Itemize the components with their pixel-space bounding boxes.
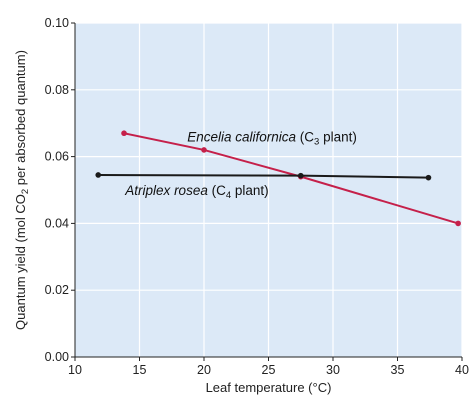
data-point-atriplex xyxy=(95,172,102,178)
x-tick-label: 10 xyxy=(68,363,82,377)
data-point-atriplex xyxy=(297,172,304,179)
series-label-atriplex: Atriplex rosea (C4 plant) xyxy=(124,183,268,201)
data-point-encelia xyxy=(121,130,127,137)
series-name-encelia: Encelia californica xyxy=(187,130,296,145)
y-tick-label: 0.08 xyxy=(45,83,69,97)
x-tick-label: 40 xyxy=(455,363,469,377)
series-lines xyxy=(95,130,461,227)
data-point-atriplex xyxy=(425,174,432,181)
x-tick-label: 30 xyxy=(326,363,340,377)
x-tick-label: 35 xyxy=(391,363,405,377)
y-tick-label: 0.02 xyxy=(45,283,69,297)
data-point-encelia xyxy=(201,147,207,153)
x-tick-label: 15 xyxy=(133,363,147,377)
y-tick-label: 0.06 xyxy=(45,150,69,164)
y-tick-label: 0.04 xyxy=(45,216,69,230)
grid-lines xyxy=(75,22,463,357)
tick-labels: 10 15 20 25 30 35 40 0.00 0.02 0.04 0.06 0.08 0.10 xyxy=(45,16,469,377)
x-axis-title: Leaf temperature (°C) xyxy=(206,380,332,395)
series-line-encelia xyxy=(123,132,459,225)
x-tick-label: 20 xyxy=(197,363,211,377)
y-tick-label: 0.00 xyxy=(45,350,69,364)
series-label-encelia: Encelia californica (C3 plant) xyxy=(187,130,357,148)
y-tick-label: 0.10 xyxy=(45,16,69,30)
y-axis-title: Quantum yield (mol CO2 per absorbed quan… xyxy=(13,50,31,330)
x-tick-label: 25 xyxy=(262,363,276,377)
data-point-encelia xyxy=(455,220,461,227)
series-name-atriplex: Atriplex rosea xyxy=(124,183,208,198)
